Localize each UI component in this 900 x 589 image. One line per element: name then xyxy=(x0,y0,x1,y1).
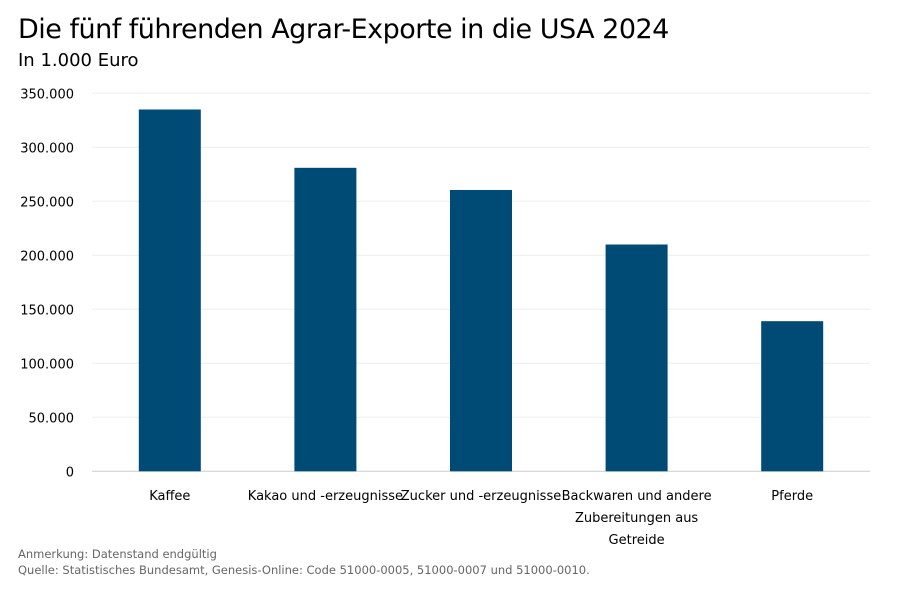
y-tick-label: 350.000 xyxy=(20,87,74,102)
x-tick-label-line: Zucker und -erzeugnisse xyxy=(401,489,561,504)
source-note: Quelle: Statistisches Bundesamt, Genesis… xyxy=(18,563,590,577)
y-tick-label: 50.000 xyxy=(29,411,75,426)
y-tick-label: 100.000 xyxy=(20,357,74,372)
bar xyxy=(761,321,824,472)
x-tick-label: Kakao und -erzeugnisse xyxy=(248,489,403,504)
bar xyxy=(138,109,201,472)
x-tick-label: Zucker und -erzeugnisse xyxy=(401,489,561,504)
x-tick-label-line: Getreide xyxy=(609,533,665,548)
remark-note: Anmerkung: Datenstand endgültig xyxy=(18,547,217,561)
chart-subtitle: In 1.000 Euro xyxy=(18,50,139,71)
y-tick-label: 250.000 xyxy=(20,195,74,210)
x-tick-label: Pferde xyxy=(771,489,813,504)
chart-title: Die fünf führenden Agrar-Exporte in die … xyxy=(18,14,669,45)
x-tick-label: Backwaren und andere Zubereitungen aus Get… xyxy=(562,489,712,548)
y-tick-label: 200.000 xyxy=(20,249,74,264)
x-tick-label-line: Zubereitungen aus xyxy=(575,511,698,526)
bar xyxy=(450,189,512,472)
y-tick-label: 300.000 xyxy=(20,141,74,156)
bar xyxy=(294,167,357,472)
x-tick-label-line: Kakao und -erzeugnisse xyxy=(248,489,403,504)
x-tick-label-line: Backwaren und andere xyxy=(562,489,712,504)
x-tick-label-line: Pferde xyxy=(771,489,813,504)
x-tick-label-line: Kaffee xyxy=(149,489,190,504)
y-tick-label: 150.000 xyxy=(20,303,74,318)
bar xyxy=(605,244,668,472)
x-tick-label: Kaffee xyxy=(149,489,190,504)
y-tick-label: 0 xyxy=(66,465,74,480)
